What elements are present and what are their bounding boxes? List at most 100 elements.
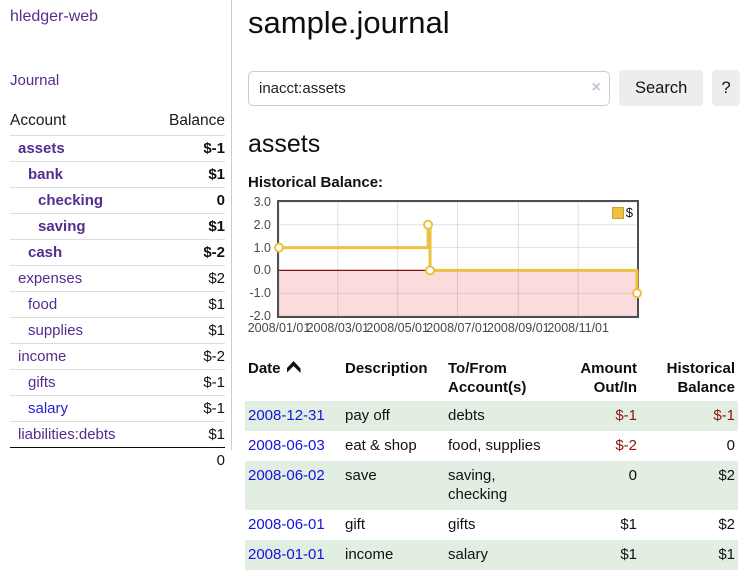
account-link-income[interactable]: income bbox=[18, 348, 67, 365]
x-axis-tick-label: 2008/11/01 bbox=[547, 321, 609, 335]
account-balance: $1 bbox=[208, 322, 225, 339]
register-col-header[interactable]: Date bbox=[245, 356, 342, 401]
accounts-table-header: Account Balance bbox=[10, 110, 225, 135]
register-col-header[interactable]: To/From Account(s) bbox=[448, 360, 527, 396]
transaction-amount: $1 bbox=[620, 546, 637, 563]
x-axis-tick-label: 2008/09/01 bbox=[487, 321, 550, 335]
accounts-header-balance: Balance bbox=[168, 112, 225, 129]
account-balance: $-1 bbox=[203, 400, 225, 417]
account-row: expenses $2 bbox=[10, 265, 225, 291]
transaction-date-link[interactable]: 2008-01-01 bbox=[248, 546, 325, 563]
account-row: gifts $-1 bbox=[10, 369, 225, 395]
account-row: checking 0 bbox=[10, 187, 225, 213]
historical-balance-chart: 3.0 2.0 1.0 0.0 -1.0 -2.0 $ 2008/01/01 2008/03… bbox=[248, 196, 740, 338]
register-col-header[interactable]: Amount Out/In bbox=[580, 360, 637, 396]
account-balance: $1 bbox=[208, 426, 225, 443]
transaction-accounts: salary bbox=[448, 546, 489, 563]
main-content: sample.journal × Search ? assets Histori… bbox=[245, 0, 740, 570]
y-axis-tick-label: 2.0 bbox=[253, 217, 271, 232]
accounts-total-row: 0 bbox=[10, 447, 225, 473]
accounts-header-account: Account bbox=[10, 112, 67, 129]
page-title: sample.journal bbox=[248, 5, 450, 40]
transaction-date-link[interactable]: 2008-06-02 bbox=[248, 467, 325, 484]
transaction-amount: 0 bbox=[628, 467, 637, 484]
accounts-table: Account Balance assets $-1 bank $1 checking 0… bbox=[10, 110, 225, 473]
x-axis-tick-label: 2008/03/01 bbox=[306, 321, 370, 335]
account-row: cash $-2 bbox=[10, 239, 225, 265]
data-point bbox=[274, 242, 284, 253]
sidebar: hledger-web Journal Account Balance asse… bbox=[0, 0, 232, 469]
transaction-description: pay off bbox=[345, 407, 390, 424]
chart-plot-area[interactable]: $ bbox=[274, 200, 642, 318]
data-point bbox=[425, 265, 436, 276]
account-balance: $1 bbox=[208, 166, 225, 183]
account-link-saving[interactable]: saving bbox=[38, 218, 86, 235]
transaction-balance: $2 bbox=[718, 467, 735, 484]
transaction-description: gift bbox=[345, 516, 366, 533]
clear-search-icon[interactable]: × bbox=[591, 78, 601, 96]
account-row: bank $1 bbox=[10, 161, 225, 187]
account-link-cash[interactable]: cash bbox=[28, 244, 63, 261]
transaction-accounts: gifts bbox=[448, 516, 476, 533]
y-axis-tick-label: 3.0 bbox=[253, 195, 271, 209]
account-link-liabilities-debts[interactable]: liabilities:debts bbox=[18, 426, 116, 443]
transaction-description: save bbox=[345, 467, 377, 484]
legend-label: $ bbox=[625, 205, 633, 220]
help-button[interactable]: ? bbox=[712, 70, 740, 106]
transaction-balance: $-1 bbox=[713, 407, 735, 424]
account-balance: $1 bbox=[208, 218, 225, 235]
register-table: Date Description To/From Account(s) Amount … bbox=[245, 356, 738, 570]
account-link-gifts[interactable]: gifts bbox=[28, 374, 56, 391]
y-axis-tick-label: 1.0 bbox=[253, 240, 271, 255]
account-balance: $2 bbox=[208, 270, 225, 287]
account-link-checking[interactable]: checking bbox=[38, 192, 104, 209]
legend-swatch-icon bbox=[611, 206, 624, 219]
data-point bbox=[423, 219, 434, 230]
register-col-header[interactable]: Description bbox=[345, 360, 428, 377]
y-axis-tick-label: -2.0 bbox=[249, 309, 271, 323]
transaction-description: income bbox=[345, 546, 394, 563]
account-link-supplies[interactable]: supplies bbox=[28, 322, 84, 339]
account-balance: $-2 bbox=[203, 244, 225, 261]
brand-link[interactable]: hledger-web bbox=[10, 8, 99, 25]
account-balance: 0 bbox=[216, 192, 225, 209]
transaction-amount: $1 bbox=[620, 516, 637, 533]
account-balance: $-2 bbox=[203, 348, 225, 365]
account-link-bank[interactable]: bank bbox=[28, 166, 64, 183]
x-axis-tick-label: 2008/05/01 bbox=[366, 321, 429, 335]
transaction-date-link[interactable]: 2008-06-03 bbox=[248, 437, 325, 454]
transaction-accounts: saving, checking bbox=[448, 467, 508, 503]
transaction-accounts: debts bbox=[448, 407, 485, 424]
register-row: 2008-06-02 save saving, checking 0 $2 bbox=[245, 461, 738, 510]
account-link-food[interactable]: food bbox=[28, 296, 58, 313]
account-row: saving $1 bbox=[10, 213, 225, 239]
register-row: 2008-01-01 income salary $1 $1 bbox=[245, 540, 738, 570]
account-balance: $-1 bbox=[203, 140, 225, 157]
account-row: supplies $1 bbox=[10, 317, 225, 343]
transaction-date-link[interactable]: 2008-12-31 bbox=[248, 407, 325, 424]
negative-region bbox=[279, 270, 637, 316]
transaction-amount: $-2 bbox=[615, 437, 637, 454]
account-link-expenses[interactable]: expenses bbox=[18, 270, 83, 287]
search-box: × bbox=[248, 70, 610, 106]
register-col-header[interactable]: Historical Balance bbox=[666, 360, 735, 396]
transaction-amount: $-1 bbox=[615, 407, 637, 424]
account-link-salary[interactable]: salary bbox=[28, 400, 69, 417]
register-row: 2008-12-31 pay off debts $-1 $-1 bbox=[245, 401, 738, 431]
account-link-assets[interactable]: assets bbox=[18, 140, 65, 157]
search-button[interactable]: Search bbox=[619, 70, 704, 106]
data-point bbox=[632, 288, 642, 299]
x-axis-tick-label: 2008/07/01 bbox=[426, 321, 489, 335]
search-input[interactable] bbox=[248, 70, 610, 106]
transaction-balance: $2 bbox=[718, 516, 735, 533]
sort-ascending-icon bbox=[286, 361, 301, 373]
transaction-description: eat & shop bbox=[345, 437, 417, 454]
x-axis-tick-label: 2008/01/01 bbox=[247, 321, 311, 335]
x-axis: 2008/01/01 2008/03/01 2008/05/01 2008/07/01… bbox=[248, 321, 740, 338]
sidebar-item-journal[interactable]: Journal bbox=[10, 72, 60, 89]
accounts-total: 0 bbox=[216, 452, 225, 469]
account-row: liabilities:debts $1 bbox=[10, 421, 225, 447]
register-row: 2008-06-03 eat & shop food, supplies $-2 0 bbox=[245, 431, 738, 461]
account-row: income $-2 bbox=[10, 343, 225, 369]
transaction-date-link[interactable]: 2008-06-01 bbox=[248, 516, 325, 533]
